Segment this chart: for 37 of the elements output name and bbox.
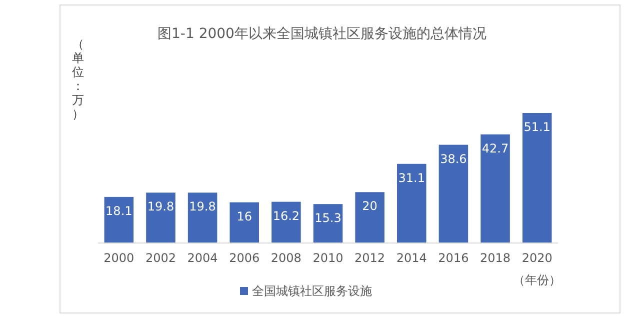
x-axis-title: （年份） (513, 273, 562, 287)
y-axis-title: （单位：万） (72, 37, 84, 121)
bar (230, 202, 259, 243)
data-label: 16.2 (272, 208, 300, 223)
x-tick-label: 2010 (312, 251, 344, 265)
data-label: 42.7 (482, 141, 509, 156)
data-label: 18.1 (106, 204, 132, 218)
x-tick-label: 2014 (396, 251, 427, 265)
bar (397, 164, 426, 243)
data-label: 19.8 (147, 200, 174, 214)
data-label: 38.6 (440, 152, 467, 166)
bar (480, 134, 510, 243)
x-tick-label: 2002 (145, 251, 176, 265)
data-label: 15.3 (314, 211, 342, 226)
x-tick-label: 2016 (438, 251, 469, 265)
data-label: 16 (236, 209, 252, 224)
x-tick-label: 2004 (187, 251, 218, 265)
bar (104, 196, 134, 243)
bar (188, 192, 218, 243)
data-label: 51.1 (524, 120, 550, 134)
x-tick-label: 2006 (229, 251, 260, 265)
bar (146, 192, 176, 243)
x-tick-label: 2000 (104, 251, 134, 265)
chart-title: 图1-1 2000年以来全国城镇社区服务设施的总体情况 (158, 26, 486, 42)
bar (355, 192, 384, 243)
bar (438, 144, 468, 243)
x-tick-label: 2018 (480, 251, 511, 265)
legend-label: 全国城镇社区服务设施 (252, 284, 372, 298)
data-label: 31.1 (398, 170, 425, 185)
x-tick-label: 2012 (354, 251, 386, 265)
x-tick-label: 2020 (522, 251, 552, 265)
bar (522, 113, 552, 243)
data-label: 20 (362, 199, 378, 214)
bar (313, 204, 343, 243)
data-label: 19.8 (189, 200, 216, 214)
bar (272, 202, 301, 243)
x-tick-label: 2008 (270, 251, 302, 265)
